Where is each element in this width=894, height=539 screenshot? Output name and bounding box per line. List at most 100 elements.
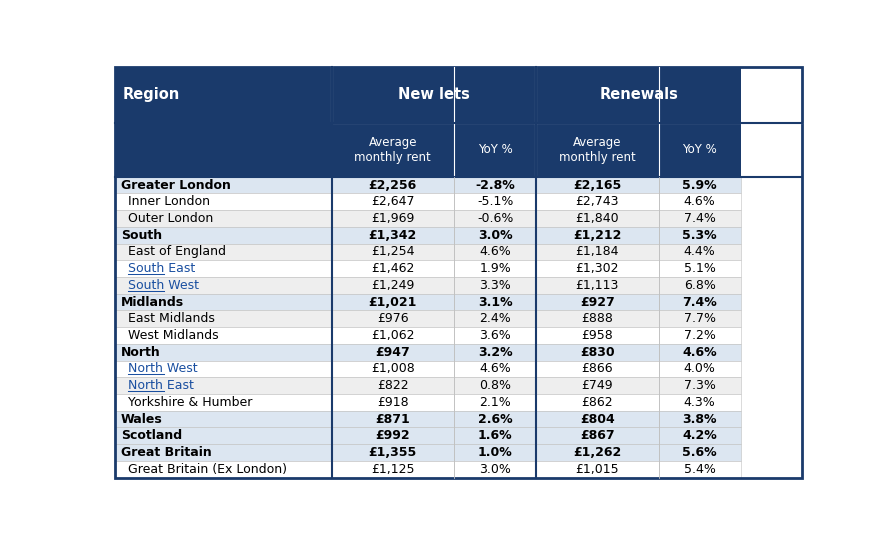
- Bar: [658, 444, 740, 461]
- Text: 3.8%: 3.8%: [682, 413, 716, 426]
- Text: Average
monthly rent: Average monthly rent: [559, 136, 635, 164]
- Bar: [658, 123, 740, 177]
- Bar: [658, 244, 740, 260]
- Bar: [658, 277, 740, 294]
- Bar: [658, 310, 740, 327]
- Bar: [332, 194, 453, 210]
- Bar: [115, 244, 332, 260]
- Bar: [453, 361, 536, 377]
- Text: -5.1%: -5.1%: [477, 195, 512, 208]
- Bar: [332, 227, 453, 244]
- Bar: [453, 294, 536, 310]
- Text: £866: £866: [581, 363, 612, 376]
- Bar: [332, 123, 453, 177]
- Bar: [658, 177, 740, 194]
- Bar: [536, 177, 658, 194]
- Text: 7.4%: 7.4%: [681, 295, 716, 309]
- Text: Yorkshire & Humber: Yorkshire & Humber: [128, 396, 252, 409]
- Text: 1.9%: 1.9%: [478, 262, 510, 275]
- Text: £2,647: £2,647: [371, 195, 414, 208]
- Text: 5.3%: 5.3%: [681, 229, 716, 242]
- Text: 7.3%: 7.3%: [683, 379, 715, 392]
- Bar: [536, 67, 740, 123]
- Text: North West: North West: [128, 363, 198, 376]
- Bar: [658, 194, 740, 210]
- Text: 4.0%: 4.0%: [683, 363, 715, 376]
- Bar: [536, 210, 658, 227]
- Bar: [453, 210, 536, 227]
- Text: 7.7%: 7.7%: [683, 312, 715, 326]
- Text: £1,969: £1,969: [371, 212, 414, 225]
- Bar: [453, 260, 536, 277]
- Text: £1,262: £1,262: [573, 446, 620, 459]
- Text: 7.4%: 7.4%: [683, 212, 715, 225]
- Bar: [658, 461, 740, 478]
- Bar: [453, 411, 536, 427]
- Text: West Midlands: West Midlands: [128, 329, 218, 342]
- Text: YoY %: YoY %: [681, 143, 716, 156]
- Bar: [658, 411, 740, 427]
- Text: £927: £927: [579, 295, 614, 309]
- Bar: [536, 377, 658, 394]
- Bar: [536, 361, 658, 377]
- Text: £1,212: £1,212: [572, 229, 621, 242]
- Bar: [536, 444, 658, 461]
- Text: 3.0%: 3.0%: [477, 229, 512, 242]
- Bar: [332, 394, 453, 411]
- Text: 0.8%: 0.8%: [478, 379, 510, 392]
- Text: 2.1%: 2.1%: [478, 396, 510, 409]
- Text: South West: South West: [128, 279, 198, 292]
- Bar: [115, 461, 332, 478]
- Text: East of England: East of England: [128, 245, 225, 259]
- Text: £862: £862: [581, 396, 612, 409]
- Bar: [536, 344, 658, 361]
- Bar: [658, 394, 740, 411]
- Bar: [332, 244, 453, 260]
- Bar: [536, 260, 658, 277]
- Bar: [658, 260, 740, 277]
- Bar: [453, 177, 536, 194]
- Bar: [115, 394, 332, 411]
- Text: 4.6%: 4.6%: [478, 245, 510, 259]
- Bar: [536, 310, 658, 327]
- Text: Average
monthly rent: Average monthly rent: [354, 136, 431, 164]
- Text: YoY %: YoY %: [477, 143, 512, 156]
- Bar: [536, 461, 658, 478]
- Bar: [115, 361, 332, 377]
- Text: 3.2%: 3.2%: [477, 345, 512, 359]
- Text: 1.0%: 1.0%: [477, 446, 512, 459]
- Text: 2.4%: 2.4%: [478, 312, 510, 326]
- Bar: [453, 344, 536, 361]
- Text: £804: £804: [579, 413, 614, 426]
- Text: £1,249: £1,249: [371, 279, 414, 292]
- Text: Outer London: Outer London: [128, 212, 213, 225]
- Text: £947: £947: [375, 345, 409, 359]
- Text: Great Britain (Ex London): Great Britain (Ex London): [128, 463, 286, 476]
- Bar: [332, 377, 453, 394]
- Text: South East: South East: [128, 262, 195, 275]
- Text: 4.6%: 4.6%: [681, 345, 716, 359]
- Bar: [332, 67, 536, 123]
- Bar: [332, 411, 453, 427]
- Text: Greater London: Greater London: [121, 178, 231, 191]
- Bar: [332, 427, 453, 444]
- Text: Inner London: Inner London: [128, 195, 209, 208]
- Bar: [332, 461, 453, 478]
- Bar: [453, 427, 536, 444]
- Text: £830: £830: [579, 345, 614, 359]
- Bar: [536, 427, 658, 444]
- Text: 4.2%: 4.2%: [681, 430, 716, 443]
- Bar: [115, 260, 332, 277]
- Text: £1,062: £1,062: [371, 329, 414, 342]
- Bar: [115, 294, 332, 310]
- Text: £918: £918: [376, 396, 409, 409]
- Bar: [658, 294, 740, 310]
- Bar: [115, 67, 332, 123]
- Text: £867: £867: [579, 430, 614, 443]
- Text: £1,462: £1,462: [371, 262, 414, 275]
- Bar: [332, 344, 453, 361]
- Bar: [115, 194, 332, 210]
- Text: £1,254: £1,254: [371, 245, 414, 259]
- Text: £992: £992: [375, 430, 409, 443]
- Text: South: South: [121, 229, 162, 242]
